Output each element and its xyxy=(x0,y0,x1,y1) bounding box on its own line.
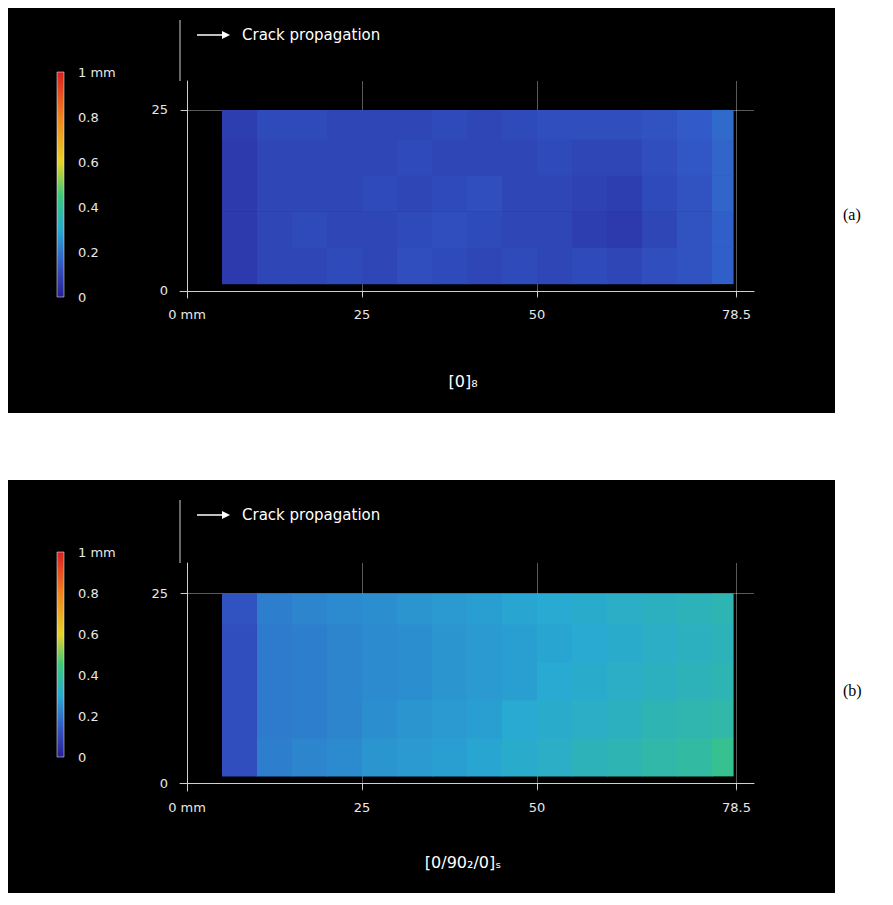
svg-text:0 mm: 0 mm xyxy=(168,307,206,322)
svg-text:0.4: 0.4 xyxy=(78,668,99,683)
svg-text:25: 25 xyxy=(354,307,371,322)
svg-text:78.5: 78.5 xyxy=(722,307,751,322)
svg-text:[0/90₂/0]ₛ: [0/90₂/0]ₛ xyxy=(425,853,501,872)
svg-text:0: 0 xyxy=(160,283,168,298)
svg-text:25: 25 xyxy=(151,102,168,117)
svg-text:0 mm: 0 mm xyxy=(168,800,206,815)
svg-text:0.2: 0.2 xyxy=(78,709,99,724)
svg-text:25: 25 xyxy=(151,586,168,601)
svg-text:0.8: 0.8 xyxy=(78,110,99,125)
svg-text:0: 0 xyxy=(78,750,86,765)
svg-text:50: 50 xyxy=(529,307,546,322)
svg-text:0.6: 0.6 xyxy=(78,155,99,170)
svg-text:0.6: 0.6 xyxy=(78,627,99,642)
svg-text:0.2: 0.2 xyxy=(78,245,99,260)
svg-text:[0]₈: [0]₈ xyxy=(448,372,477,391)
svg-text:0.8: 0.8 xyxy=(78,586,99,601)
svg-text:1 mm: 1 mm xyxy=(78,65,116,80)
svg-text:1 mm: 1 mm xyxy=(78,545,116,560)
svg-text:25: 25 xyxy=(354,800,371,815)
svg-text:0: 0 xyxy=(78,290,86,305)
svg-text:50: 50 xyxy=(529,800,546,815)
svg-text:0: 0 xyxy=(160,776,168,791)
svg-text:(a): (a) xyxy=(843,206,861,224)
svg-text:(b): (b) xyxy=(843,682,862,700)
svg-text:Crack propagation: Crack propagation xyxy=(242,26,380,44)
svg-text:Crack propagation: Crack propagation xyxy=(242,506,380,524)
svg-text:78.5: 78.5 xyxy=(722,800,751,815)
svg-text:0.4: 0.4 xyxy=(78,200,99,215)
